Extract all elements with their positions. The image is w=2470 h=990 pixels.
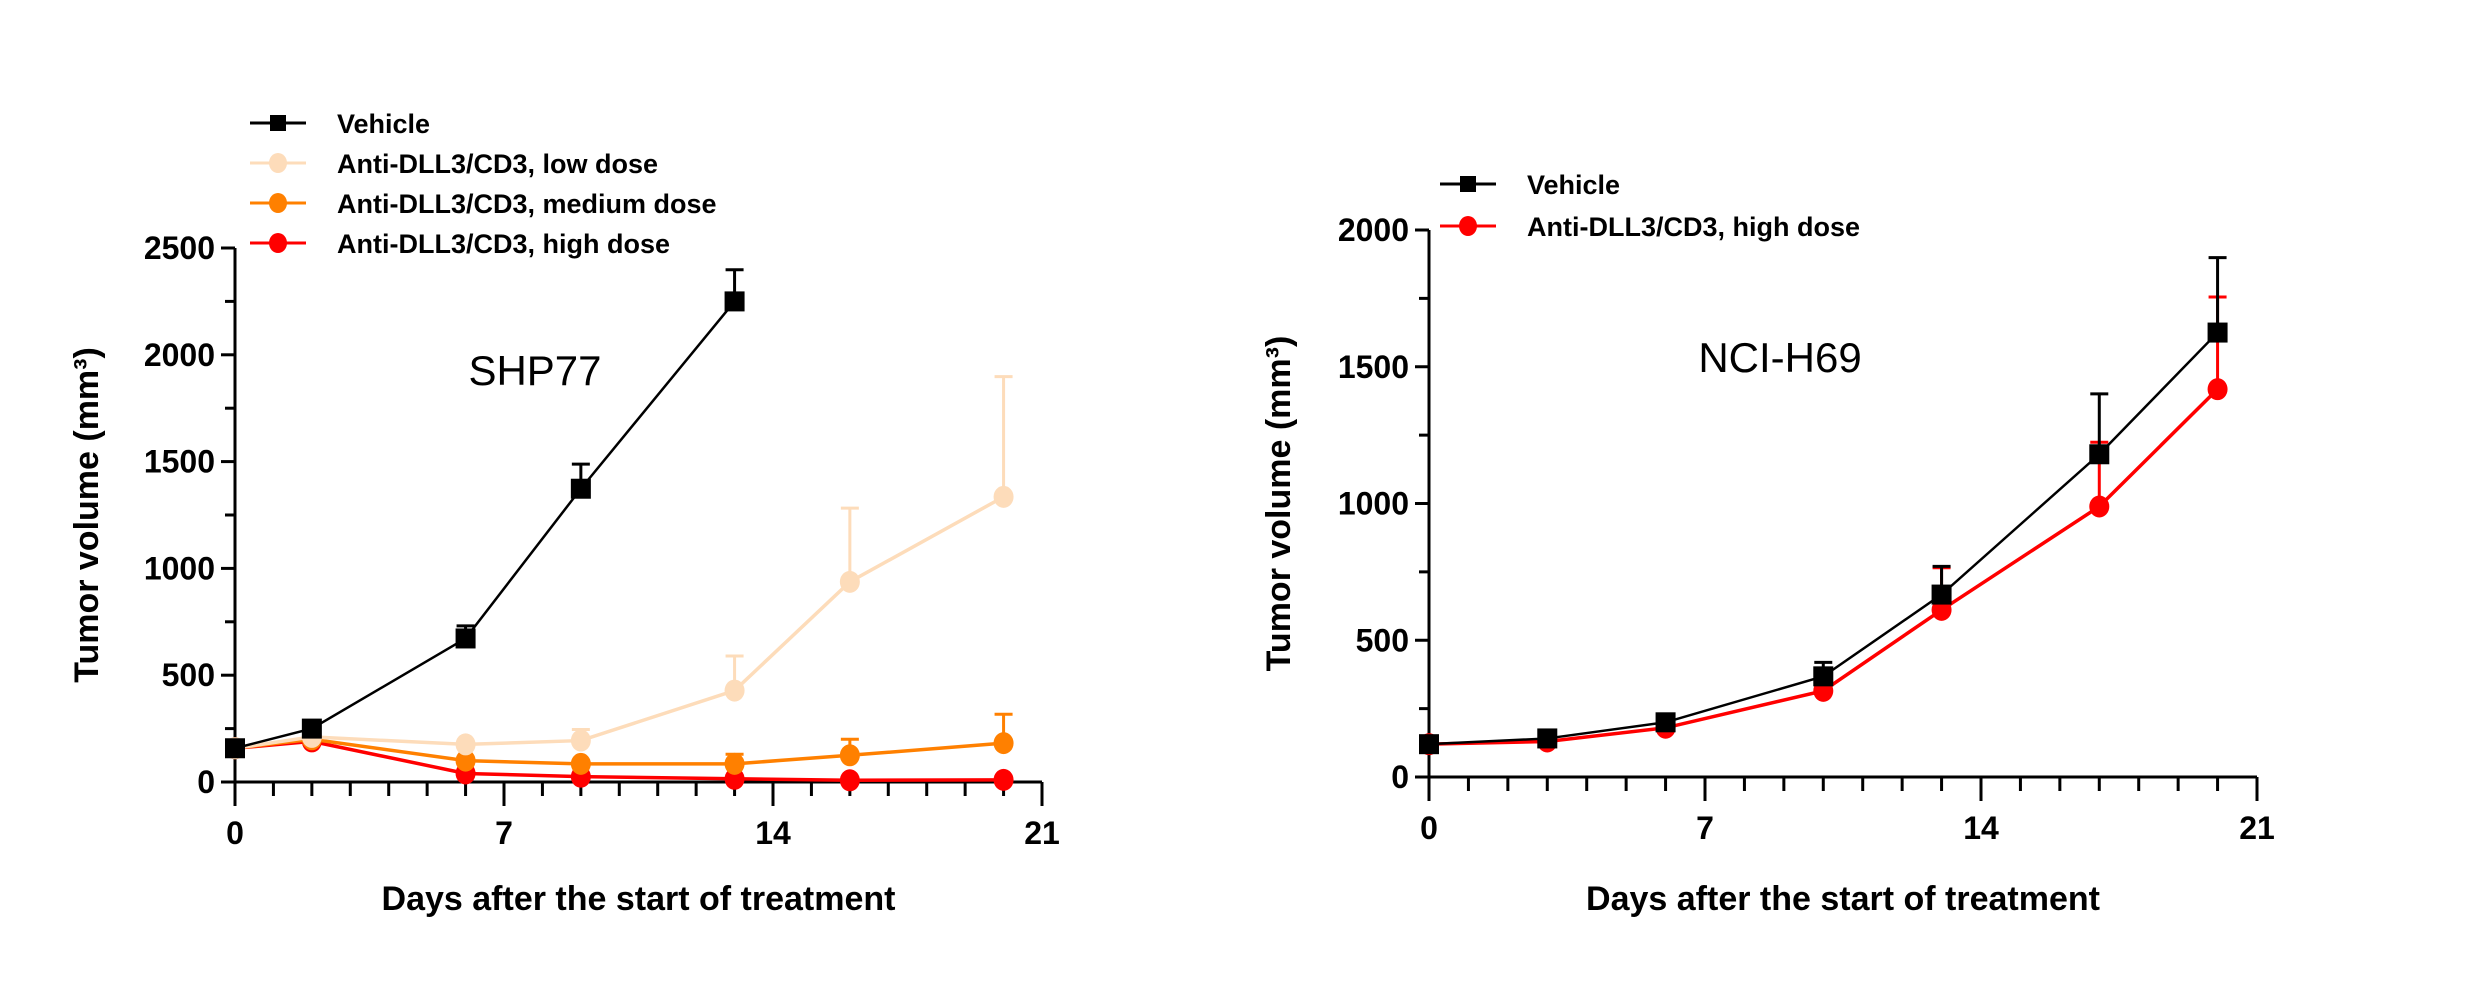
legend-item: Anti-DLL3/CD3, high dose bbox=[250, 229, 670, 259]
legend-circle-marker bbox=[269, 193, 287, 213]
x-tick-label: 21 bbox=[2239, 810, 2275, 846]
data-point bbox=[839, 744, 860, 767]
data-point bbox=[2089, 444, 2110, 465]
legend-square-marker bbox=[270, 115, 286, 131]
y-tick-label: 0 bbox=[1391, 759, 1409, 795]
data-point bbox=[570, 729, 591, 752]
data-point bbox=[724, 752, 745, 775]
data-point bbox=[1813, 666, 1834, 687]
x-tick-label: 14 bbox=[1963, 810, 1999, 846]
data-point bbox=[1655, 712, 1676, 733]
y-tick-label: 500 bbox=[1356, 622, 1409, 658]
series-line bbox=[234, 495, 1005, 750]
data-point bbox=[570, 752, 591, 775]
data-point bbox=[2207, 378, 2228, 401]
legend-item: Anti-DLL3/CD3, medium dose bbox=[250, 189, 717, 219]
y-tick-label: 1500 bbox=[144, 444, 215, 480]
y-tick-label: 500 bbox=[162, 657, 215, 693]
x-axis-title: Days after the start of treatment bbox=[382, 880, 896, 918]
y-tick-label: 1000 bbox=[1338, 486, 1409, 522]
data-point bbox=[993, 768, 1014, 791]
cell-line-annotation: SHP77 bbox=[468, 347, 601, 394]
legend-label: Anti-DLL3/CD3, low dose bbox=[337, 149, 658, 179]
legend: Vehicle Anti-DLL3/CD3, low dose Anti-DLL3/… bbox=[250, 109, 717, 259]
x-tick-label: 0 bbox=[226, 815, 244, 851]
legend-item: Anti-DLL3/CD3, high dose bbox=[1440, 212, 1860, 242]
legend-item: Anti-DLL3/CD3, low dose bbox=[250, 149, 658, 179]
legend-label: Anti-DLL3/CD3, medium dose bbox=[337, 189, 717, 219]
data-point bbox=[455, 628, 476, 649]
legend-circle-marker bbox=[269, 153, 287, 173]
legend-square-marker bbox=[1460, 176, 1476, 192]
legend-circle-marker bbox=[1459, 216, 1477, 236]
chart-panel-1: 0 500 1000 1500 2000 2500 0 7 14 21 Days after the… bbox=[68, 109, 1060, 918]
legend-label: Anti-DLL3/CD3, high dose bbox=[1527, 212, 1860, 242]
series-vehicle bbox=[1419, 256, 2228, 755]
legend: Vehicle Anti-DLL3/CD3, high dose bbox=[1440, 170, 1860, 242]
y-tick-label: 2000 bbox=[1338, 212, 1409, 248]
chart-panel-2: 0 500 1000 1500 2000 0 7 14 21 Days after the sta… bbox=[1260, 170, 2275, 918]
x-tick-label: 14 bbox=[755, 815, 791, 851]
data-point bbox=[570, 478, 591, 499]
series-anti-dll3-cd3-low-dose bbox=[225, 375, 1014, 760]
legend-label: Vehicle bbox=[1527, 170, 1620, 200]
y-tick-label: 2000 bbox=[144, 337, 215, 373]
data-point bbox=[455, 733, 476, 756]
legend-label: Vehicle bbox=[337, 109, 430, 139]
series-line bbox=[234, 739, 1004, 783]
data-point bbox=[2207, 322, 2228, 343]
data-point bbox=[2089, 495, 2110, 518]
data-point bbox=[455, 749, 476, 772]
x-tick-label: 0 bbox=[1420, 810, 1438, 846]
y-axis-title: Tumor volume (mm³) bbox=[1260, 336, 1298, 672]
y-tick-label: 1000 bbox=[144, 550, 215, 586]
data-point bbox=[993, 732, 1014, 755]
series-vehicle bbox=[225, 268, 745, 759]
series-anti-dll3-cd3-medium-dose bbox=[225, 712, 1014, 775]
legend-item: Vehicle bbox=[250, 109, 430, 139]
legend-circle-marker bbox=[269, 233, 287, 253]
data-point bbox=[724, 679, 745, 702]
data-point bbox=[1537, 728, 1558, 749]
legend-label: Anti-DLL3/CD3, high dose bbox=[337, 229, 670, 259]
data-point bbox=[1931, 584, 1952, 605]
y-axis-title: Tumor volume (mm³) bbox=[68, 347, 106, 683]
data-point bbox=[839, 570, 860, 593]
x-tick-label: 21 bbox=[1024, 815, 1060, 851]
cell-line-annotation: NCI-H69 bbox=[1698, 334, 1861, 381]
x-axis-title: Days after the start of treatment bbox=[1586, 880, 2100, 918]
y-tick-label: 0 bbox=[197, 764, 215, 800]
y-tick-label: 2500 bbox=[144, 230, 215, 266]
x-tick-label: 7 bbox=[495, 815, 513, 851]
x-tick-label: 7 bbox=[1696, 810, 1714, 846]
legend-item: Vehicle bbox=[1440, 170, 1620, 200]
y-tick-label: 1500 bbox=[1338, 349, 1409, 385]
data-point bbox=[1419, 734, 1439, 755]
data-point bbox=[839, 769, 860, 792]
series-line bbox=[234, 737, 1004, 766]
data-point bbox=[993, 485, 1014, 508]
data-point bbox=[301, 718, 322, 739]
data-point bbox=[724, 291, 745, 312]
data-point bbox=[225, 738, 245, 759]
